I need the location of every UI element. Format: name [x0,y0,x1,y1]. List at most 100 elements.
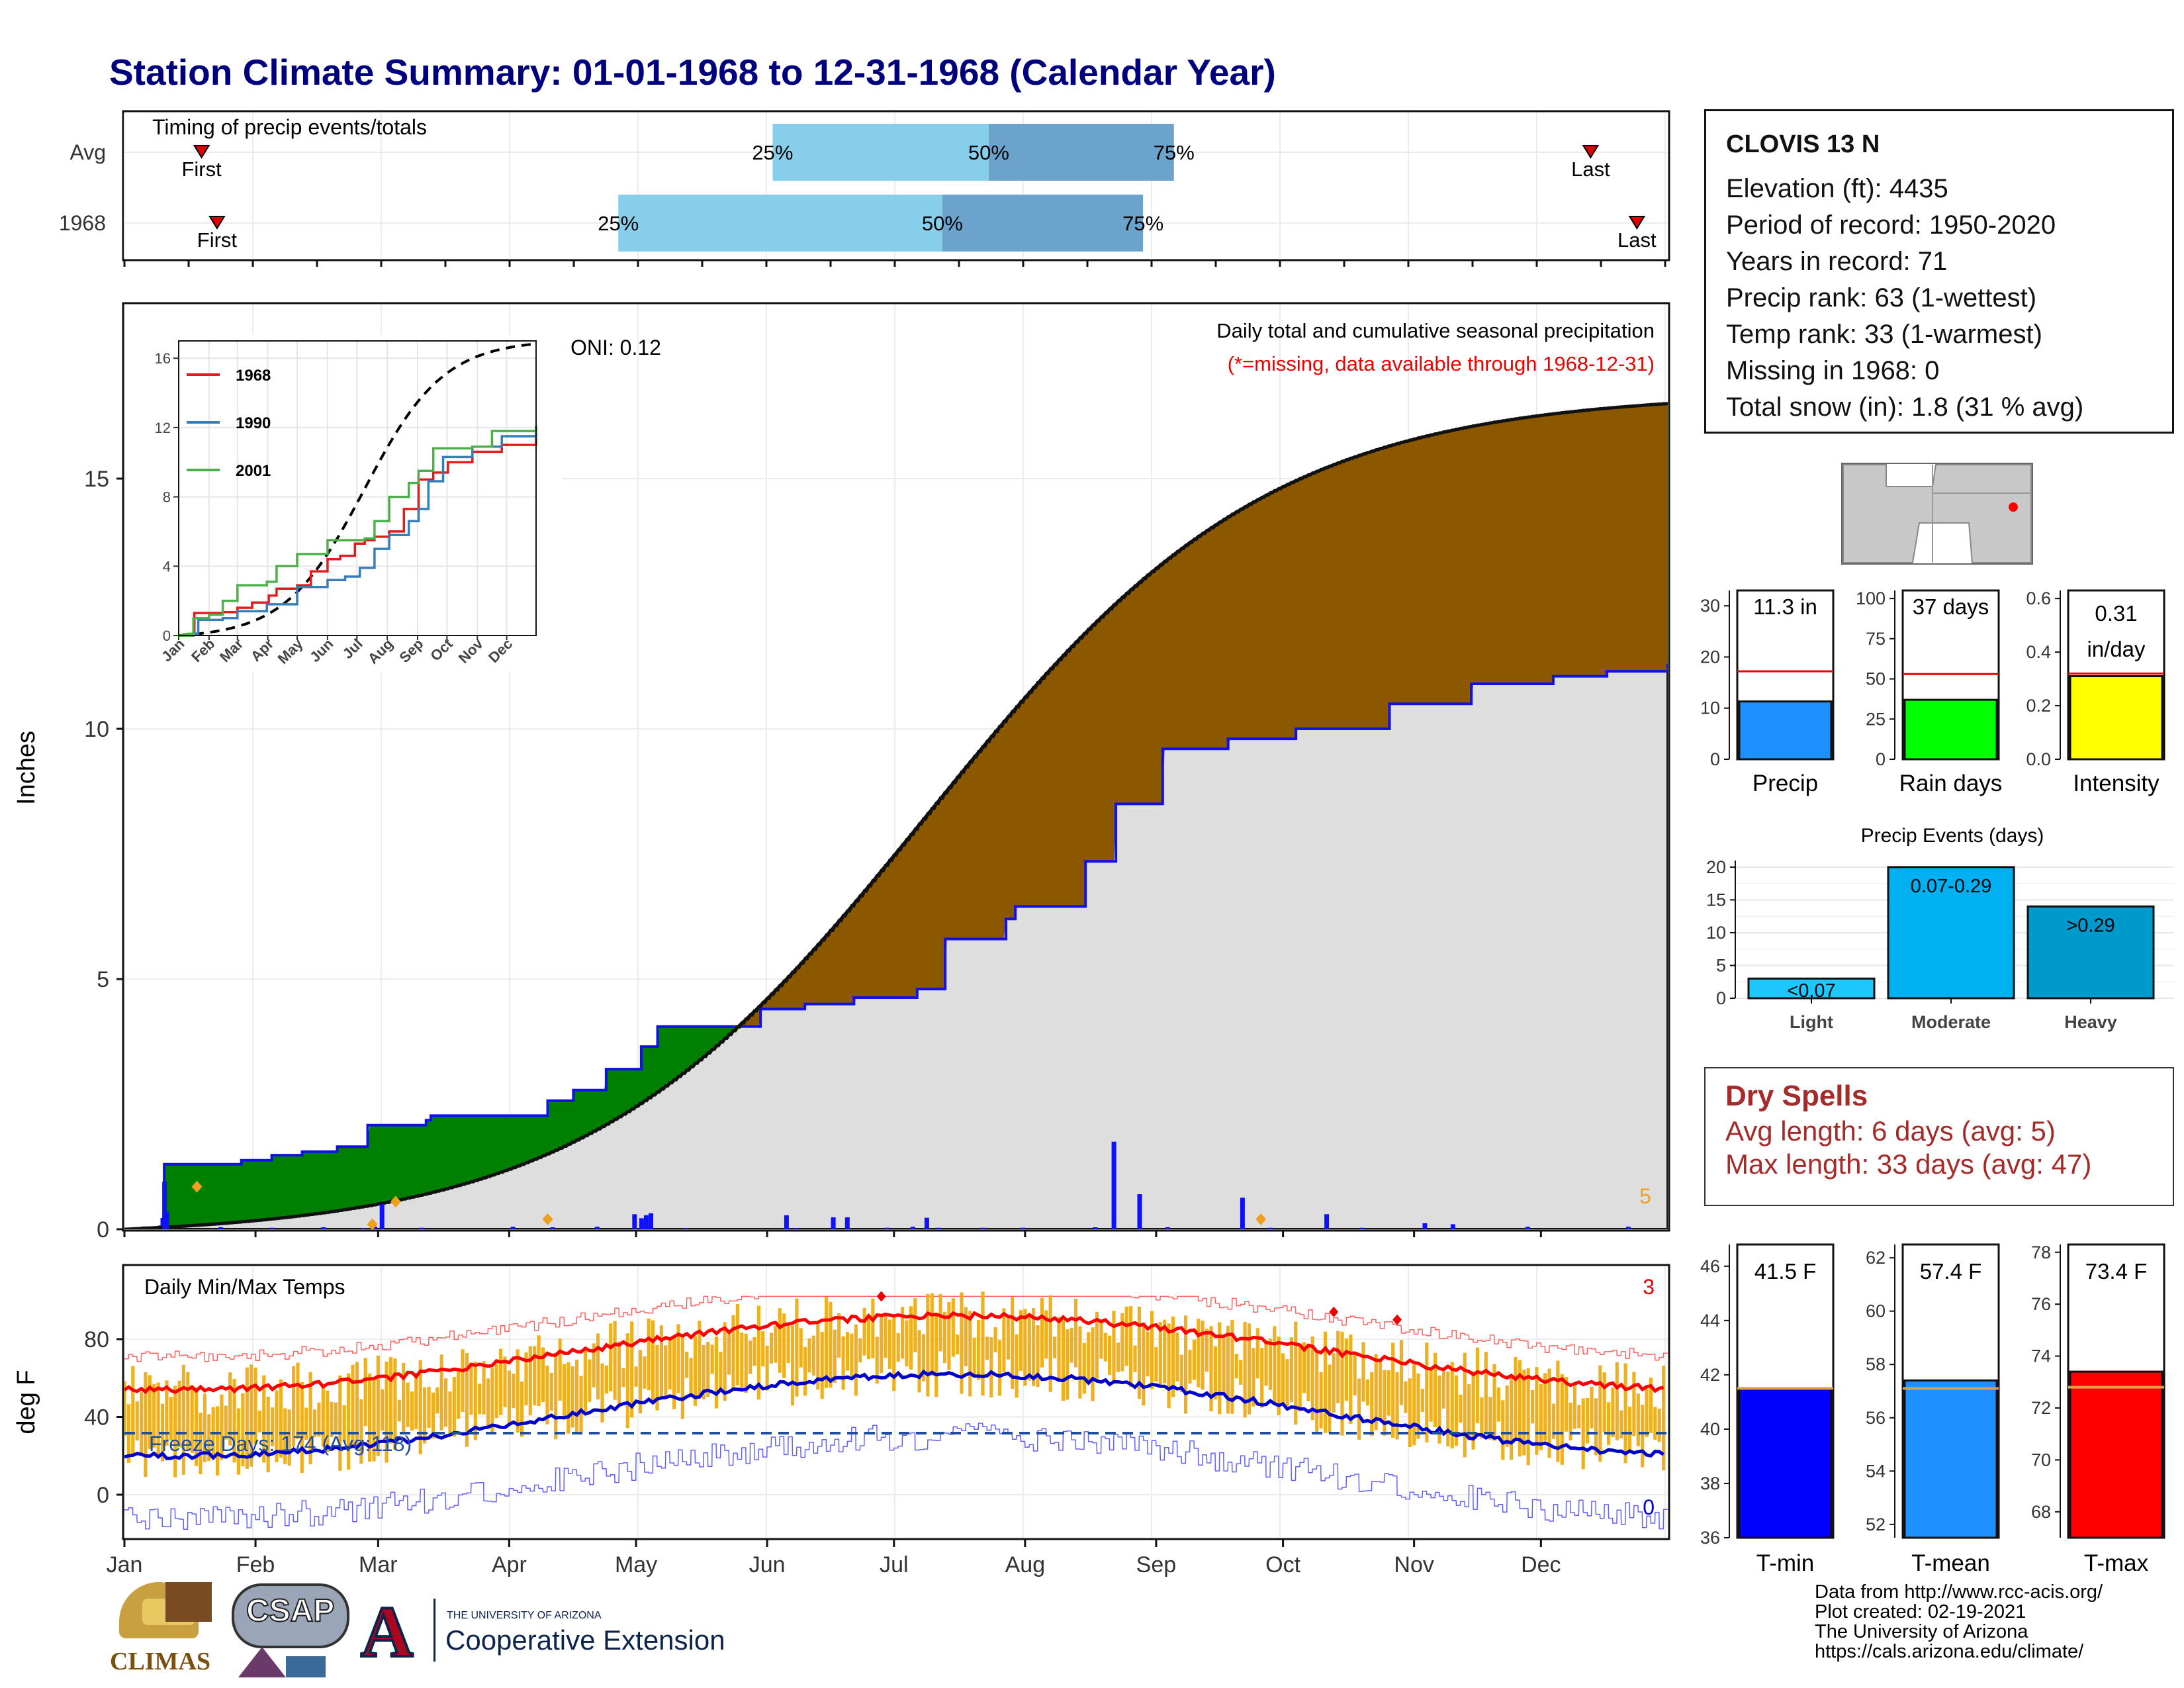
month-tick-label: Mar [359,1552,398,1577]
daily-temp-bar [727,1333,731,1375]
daily-temp-bar [199,1413,203,1475]
daily-temp-bar [439,1354,443,1430]
daily-temp-bar [884,1313,887,1358]
daily-temp-bar [1167,1323,1171,1409]
daily-precip-bar [632,1214,637,1229]
dry-spells-title: Dry Spells [1725,1080,1868,1112]
daily-temp-bar [250,1364,253,1467]
inset-ytick-label: 0 [163,628,171,644]
daily-precip-bar [321,1227,326,1229]
daily-precip-bar [1240,1197,1245,1229]
daily-temp-bar [1158,1322,1162,1385]
daily-temp-bar [1514,1356,1518,1438]
daily-temp-bar [330,1401,334,1438]
daily-temp-bar [1133,1345,1137,1372]
mini-bar-ytick: 75 [1866,629,1886,649]
daily-temp-bar [609,1323,613,1391]
daily-temp-bar [1184,1315,1188,1414]
daily-temp-bar [1061,1320,1065,1401]
daily-temp-bar [934,1316,938,1397]
daily-temp-bar [317,1403,321,1437]
daily-temp-bar [698,1321,702,1397]
daily-precip-bar [831,1217,836,1229]
daily-precip-bar [1165,1227,1170,1229]
temp-ytick-label: 0 [97,1483,109,1508]
daily-temp-bar [778,1308,782,1373]
daily-temp-bar [875,1336,879,1384]
events-bar-label: 0.07-0.29 [1911,876,1992,897]
daily-temp-bar [1192,1339,1196,1380]
daily-temp-bar [347,1373,351,1470]
precip-ytick-label: 15 [84,467,109,492]
daily-temp-bar [1209,1326,1213,1412]
daily-temp-bar [131,1366,135,1454]
daily-temp-bar [1505,1385,1509,1447]
daily-temp-bar [811,1335,815,1376]
daily-temp-bar [1611,1387,1615,1438]
daily-temp-bar [321,1385,325,1447]
daily-temp-bar [181,1364,185,1475]
daily-temp-bar [1150,1311,1154,1389]
temp-bar-ytick: 40 [1700,1419,1720,1439]
daily-temp-bar [461,1349,465,1412]
snow-marker [367,1218,378,1229]
temp-bar-ytick: 52 [1866,1515,1886,1534]
precip-missing-note: (*=missing, data available through 1968-… [1228,352,1655,375]
temp-bar-t-mean: 52 54 56 58 60 62 57.4 F T-mean [1866,1243,2000,1576]
daily-temp-bar [643,1356,647,1389]
timing-box-upper [988,124,1174,181]
daily-temp-bar [1357,1378,1361,1440]
daily-temp-bar [1662,1366,1666,1471]
daily-temp-bar [740,1333,744,1392]
daily-temp-bar [1657,1408,1661,1442]
ua-logo: A [359,1591,414,1672]
daily-temp-bar [1518,1360,1522,1457]
daily-temp-bar [887,1319,891,1370]
daily-temp-bar [951,1298,955,1357]
figure-title: Station Climate Summary: 01-01-1968 to 1… [109,52,1276,93]
daily-temp-bar [1040,1297,1044,1368]
mini-bar-value-unit: in/day [2087,637,2146,661]
temp-bar-value: 41.5 F [1754,1259,1817,1284]
footer-university: The University of Arizona [1815,1621,2028,1642]
daily-temp-bar [406,1382,410,1427]
daily-temp-bar [913,1298,917,1352]
climas-logo: CLIMAS [106,1582,218,1681]
daily-temp-bar [977,1320,981,1380]
events-ytick: 20 [1706,857,1726,877]
temp-bar-ytick: 56 [1866,1408,1886,1428]
daily-temp-bar [1306,1344,1310,1401]
daily-temp-bar [579,1376,583,1432]
daily-temp-bar [1480,1397,1484,1439]
daily-temp-bar [1627,1407,1632,1452]
daily-temp-bar [1048,1295,1052,1392]
daily-temp-bar [135,1401,139,1441]
daily-temp-bar [604,1366,608,1394]
inset-line-1990 [179,426,537,637]
daily-temp-bar [1205,1329,1209,1372]
daily-temp-bar [1353,1353,1357,1395]
daily-temp-bar [207,1414,211,1462]
daily-temp-bar [596,1333,600,1400]
daily-temp-bar [1586,1397,1590,1444]
daily-temp-bar [1146,1331,1150,1377]
daily-temp-bar [1032,1308,1036,1386]
daily-temp-bar [1171,1316,1175,1397]
daily-temp-bar [533,1346,537,1405]
daily-temp-bar [1015,1334,1019,1398]
daily-precip-bar [162,1182,167,1229]
daily-temp-bar [1268,1338,1272,1390]
daily-temp-bar [807,1338,811,1373]
daily-temp-bar [448,1391,452,1434]
events-ytick: 10 [1706,923,1726,943]
daily-temp-bar [1120,1313,1124,1372]
daily-temp-bar [203,1393,206,1462]
daily-temp-bar [956,1334,960,1354]
daily-temp-bar [647,1318,651,1391]
temp-bar-value: 57.4 F [1920,1259,1982,1284]
daily-temp-bar [1027,1313,1031,1381]
daily-temp-bar [1264,1340,1268,1386]
daily-temp-bar [858,1338,862,1363]
mini-bar-ytick: 30 [1700,596,1720,616]
temp-bar-ytick: 54 [1866,1461,1886,1481]
